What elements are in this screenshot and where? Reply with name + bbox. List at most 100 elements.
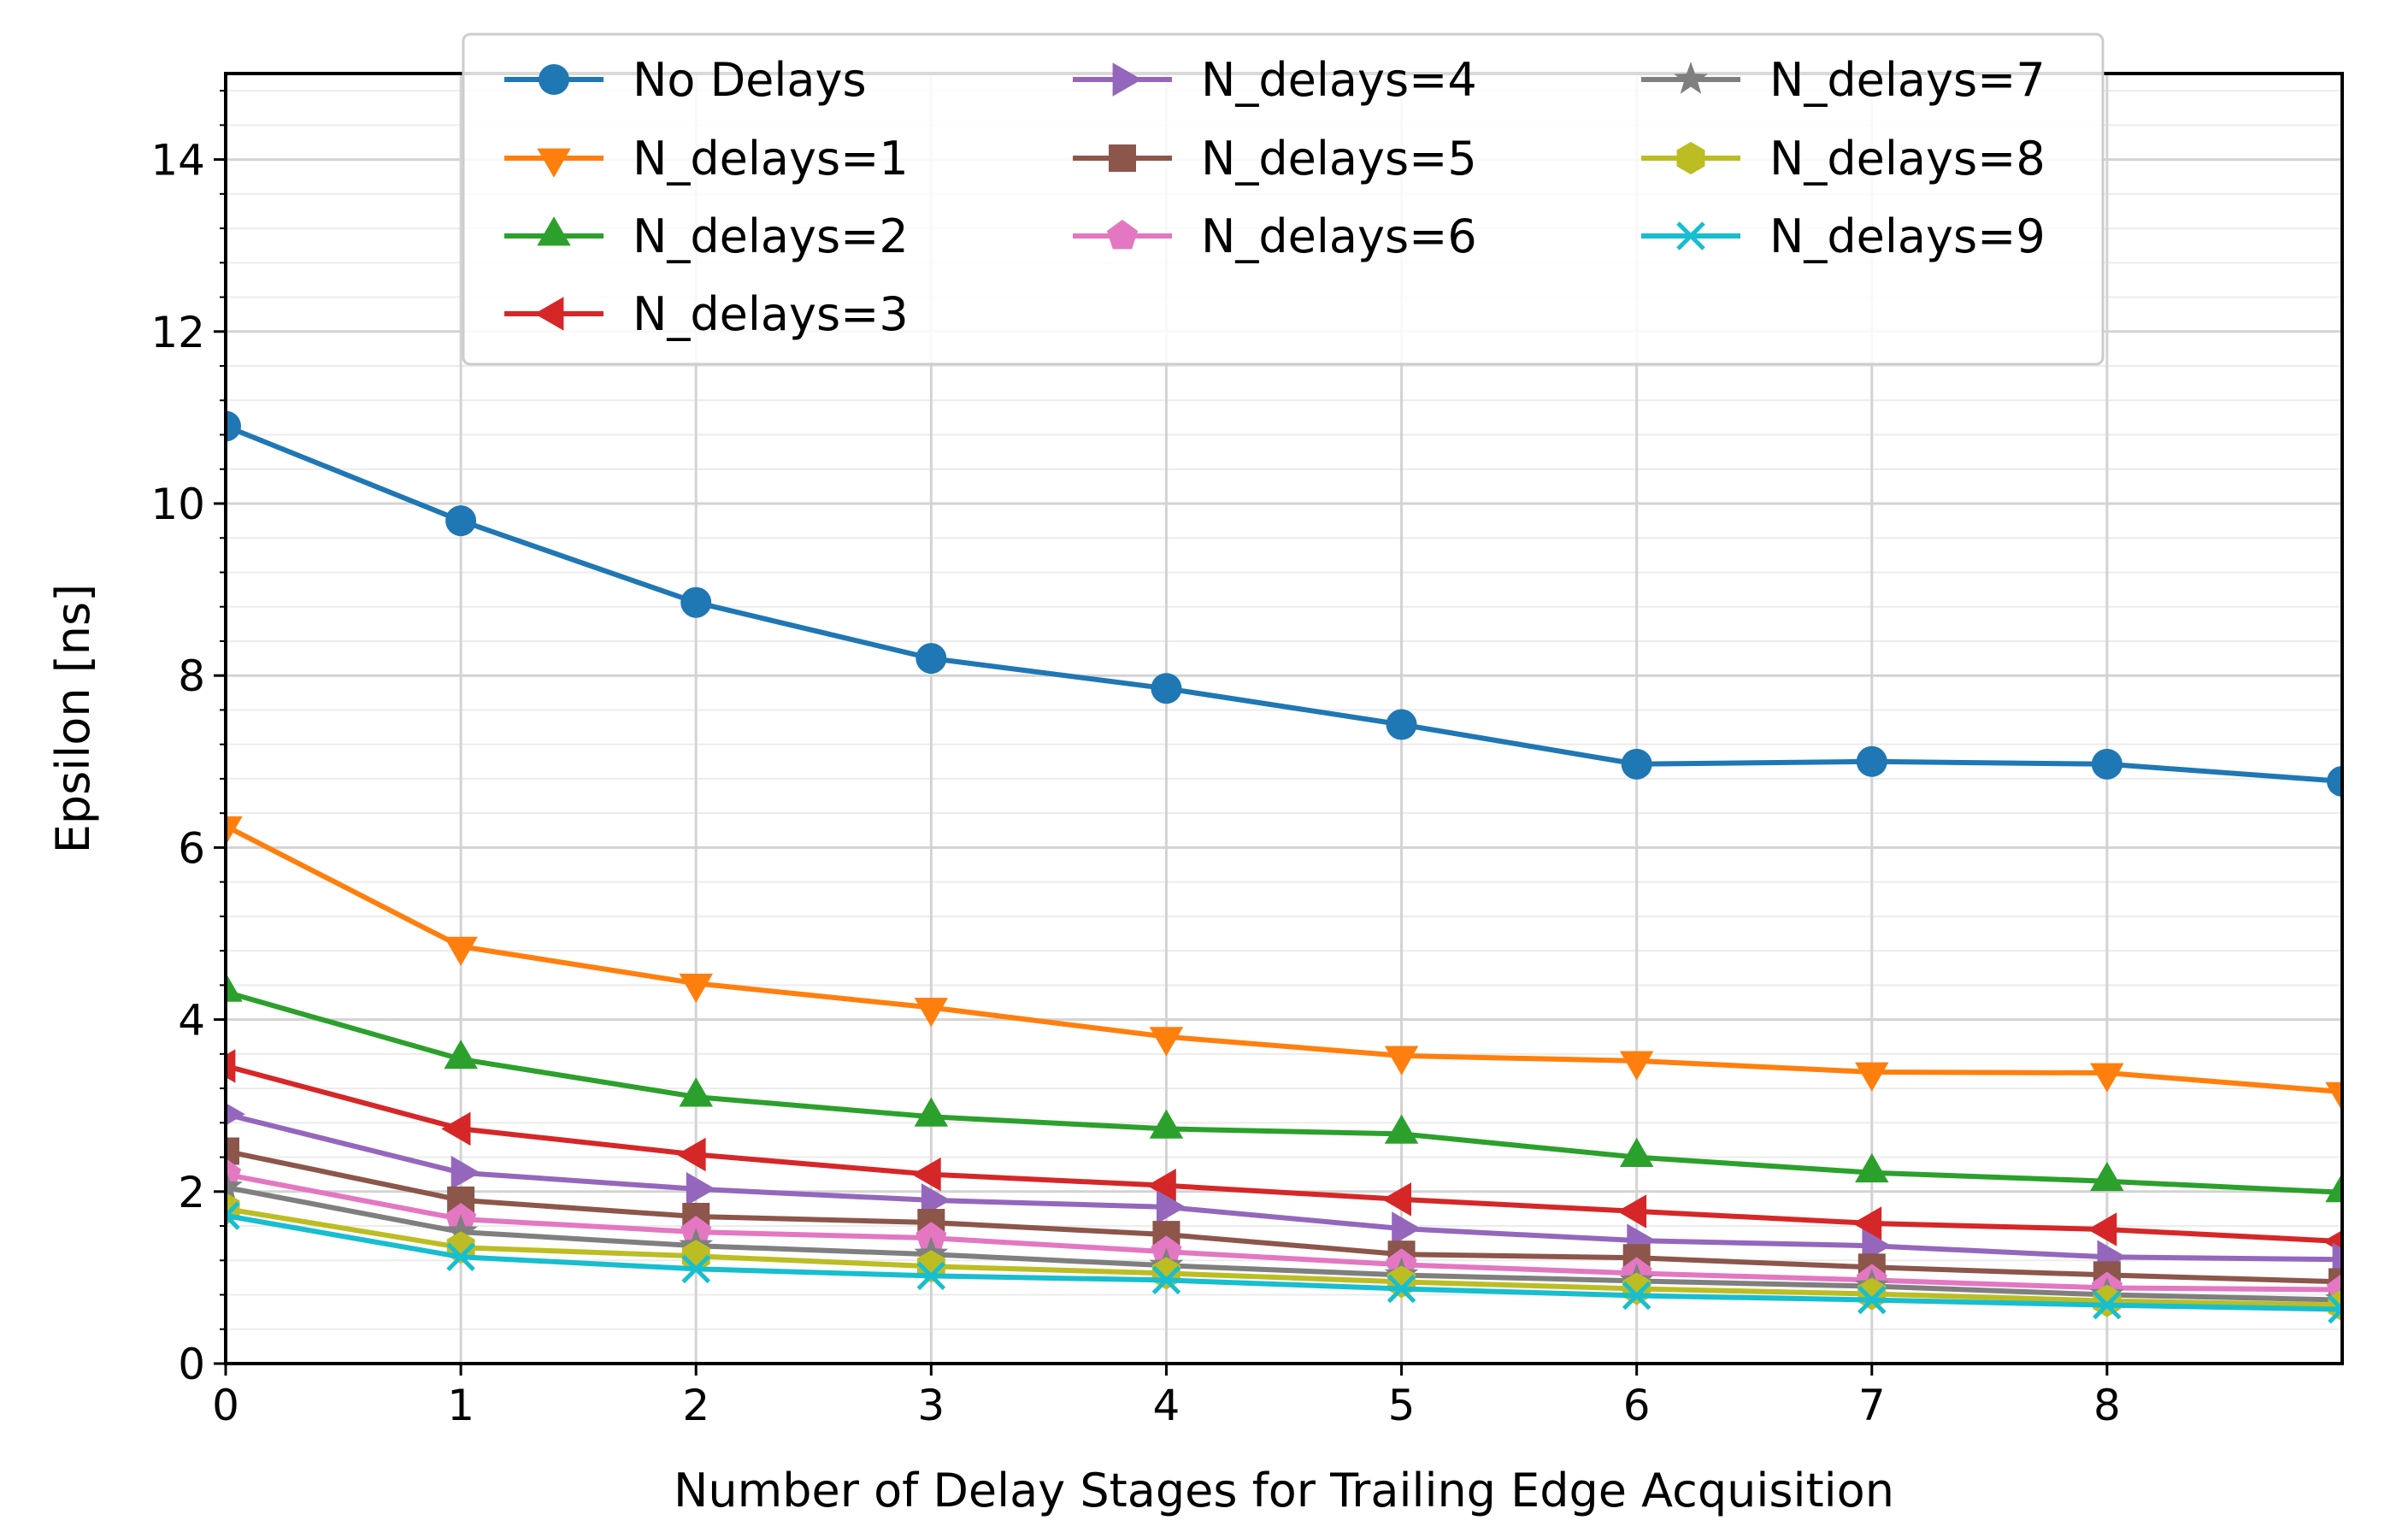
y-axis-label: Epsilon [ns] xyxy=(46,584,100,853)
legend-label: N_delays=4 xyxy=(1201,53,1477,107)
legend-item: N_delays=3 xyxy=(504,287,909,341)
data-point-stroke xyxy=(1858,1285,1887,1315)
data-point xyxy=(1852,1206,1882,1240)
data-point xyxy=(914,998,949,1028)
data-point xyxy=(1149,1027,1184,1057)
series-line xyxy=(226,1111,2342,1263)
x-tick-label: 5 xyxy=(1388,1381,1416,1430)
data-point xyxy=(1149,1109,1184,1139)
y-tick-label: 6 xyxy=(178,823,205,873)
legend-item: N_delays=7 xyxy=(1641,53,2046,107)
series-line xyxy=(226,1171,2342,1293)
data-point xyxy=(444,1040,478,1069)
data-point xyxy=(226,1158,242,1188)
y-tick-label: 14 xyxy=(150,136,205,186)
data-point xyxy=(2325,1173,2342,1203)
data-point xyxy=(2327,765,2342,797)
legend-label: N_delays=7 xyxy=(1769,53,2046,107)
data-point xyxy=(226,1103,245,1126)
series-line xyxy=(226,989,2342,1195)
data-point xyxy=(1855,1152,1889,1183)
data-point xyxy=(679,973,713,1004)
legend-box xyxy=(462,32,2105,366)
legend-item: N_delays=1 xyxy=(504,132,909,186)
data-point xyxy=(686,1172,715,1206)
series-0 xyxy=(226,410,2342,797)
data-point xyxy=(914,1097,949,1127)
data-point xyxy=(226,1201,240,1230)
data-point xyxy=(226,410,241,442)
x-tick-label: 0 xyxy=(212,1381,239,1430)
legend-label: N_delays=6 xyxy=(1201,209,1477,263)
y-tick-label: 4 xyxy=(178,996,205,1046)
series-line xyxy=(226,1205,2342,1308)
data-point xyxy=(1381,1182,1411,1217)
legend-label: No Delays xyxy=(633,53,867,107)
data-point xyxy=(2328,1294,2342,1324)
series-3 xyxy=(226,1049,2342,1253)
data-point xyxy=(1621,748,1652,780)
data-point xyxy=(1622,1281,1651,1311)
data-point xyxy=(916,1261,946,1291)
x-tick-label: 3 xyxy=(917,1381,945,1430)
data-point-stroke xyxy=(1151,1265,1181,1295)
legend-item: N_delays=9 xyxy=(1641,209,2046,263)
data-point xyxy=(2093,1284,2122,1317)
legend-marker xyxy=(537,216,571,246)
data-point xyxy=(2087,1212,2117,1246)
data-point xyxy=(676,1137,706,1172)
data-point-stroke xyxy=(681,1254,710,1284)
x-tick-label: 7 xyxy=(1858,1381,1886,1430)
data-point xyxy=(450,1155,480,1190)
data-point-stroke xyxy=(2093,1290,2122,1320)
legend-item: N_delays=2 xyxy=(504,209,909,263)
data-point xyxy=(226,816,243,846)
legend-label: N_delays=3 xyxy=(633,287,909,341)
x-axis-label: Number of Delay Stages for Trailing Edge… xyxy=(674,1464,1894,1517)
data-point xyxy=(444,936,478,966)
data-point xyxy=(2325,1081,2342,1111)
data-point-stroke xyxy=(1622,1281,1651,1311)
data-point-stroke xyxy=(916,1261,946,1291)
legend-marker xyxy=(1112,62,1142,97)
series-4 xyxy=(226,1103,2342,1276)
legend-marker xyxy=(537,148,571,178)
y-tick-label: 8 xyxy=(178,651,205,701)
data-point xyxy=(226,1049,236,1083)
x-tick-label: 2 xyxy=(682,1381,709,1430)
data-point xyxy=(2091,748,2122,780)
legend-label: N_delays=5 xyxy=(1201,132,1477,186)
legend-item: No Delays xyxy=(504,53,867,107)
data-point xyxy=(916,1222,947,1252)
data-point xyxy=(226,1137,239,1165)
series-line xyxy=(226,1213,2342,1312)
data-point xyxy=(1392,1211,1422,1246)
data-point xyxy=(1384,1114,1419,1144)
data-point xyxy=(1856,745,1887,777)
data-point xyxy=(1151,673,1182,704)
series-layer xyxy=(226,410,2342,1324)
x-tick-label: 8 xyxy=(2093,1381,2121,1430)
data-point xyxy=(1386,709,1417,740)
data-point xyxy=(1146,1169,1176,1203)
legend-marker xyxy=(1676,142,1705,174)
x-tick-label: 1 xyxy=(447,1381,474,1430)
legend-marker xyxy=(1676,221,1705,250)
data-point xyxy=(1619,1137,1654,1167)
data-point xyxy=(681,1254,710,1284)
legend-label: N_delays=9 xyxy=(1769,209,2046,263)
y-tick-label: 2 xyxy=(178,1168,205,1217)
data-point xyxy=(226,972,243,1002)
data-point xyxy=(2093,1290,2122,1320)
data-point xyxy=(921,1183,951,1217)
legend-item: N_delays=5 xyxy=(1073,132,1477,186)
series-line xyxy=(226,1064,2342,1245)
data-point-stroke xyxy=(446,1242,475,1272)
data-point-stroke xyxy=(2328,1306,2342,1324)
data-point-stroke xyxy=(226,1212,240,1230)
series-line xyxy=(226,423,2342,784)
legend: No Delays N_delays=1 N_delays=2 N_delays=3 N… xyxy=(462,32,2105,366)
data-point xyxy=(441,1111,471,1146)
legend-label: N_delays=1 xyxy=(633,132,909,186)
